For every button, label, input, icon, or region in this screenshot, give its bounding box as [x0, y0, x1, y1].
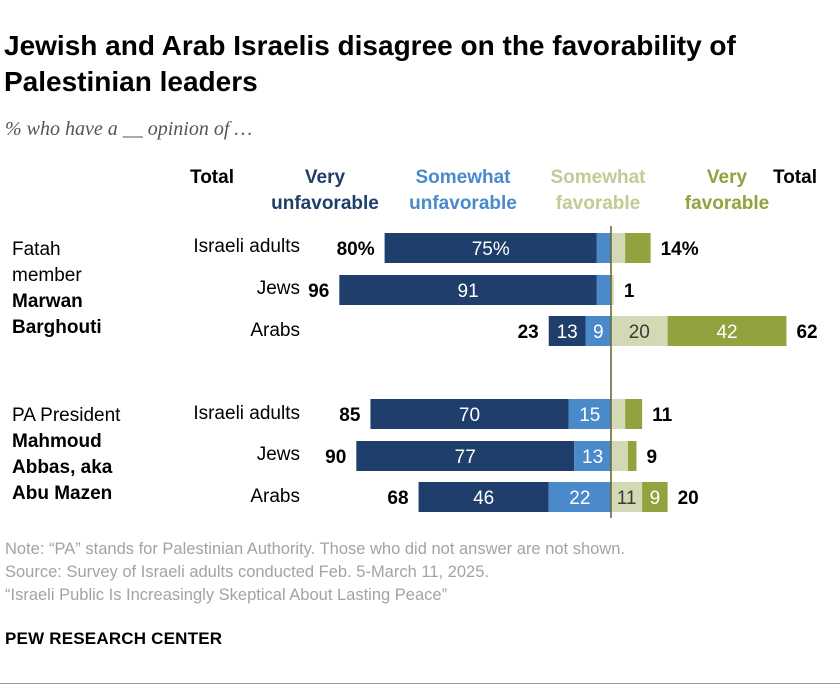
- row-label: Arabs: [250, 320, 300, 341]
- bar-somewhat-unfavorable: [585, 316, 611, 346]
- source-text: Source: Survey of Israeli adults conduct…: [5, 563, 489, 581]
- header-somewhat-favorable-line1: Somewhat: [550, 167, 646, 188]
- total-unfavorable: 96: [308, 281, 329, 302]
- total-unfavorable: 90: [325, 447, 346, 468]
- header-very-favorable: Very favorable: [684, 165, 770, 217]
- bar-somewhat-unfavorable: [596, 233, 611, 263]
- total-unfavorable: 80%: [337, 239, 375, 260]
- bar-somewhat-favorable: [611, 482, 643, 512]
- bar-very-unfavorable: [356, 441, 575, 471]
- total-favorable: 62: [796, 322, 817, 343]
- group-name: Mahmoud Abbas, aka Abu Mazen: [12, 431, 113, 504]
- bar-very-unfavorable: [384, 233, 597, 263]
- group-label-barghouti: Fatah member Marwan Barghouti: [12, 237, 132, 341]
- total-favorable: 14%: [661, 239, 699, 260]
- label-somewhat-unfavorable: 15: [579, 405, 600, 426]
- row-label: Israeli adults: [193, 236, 300, 257]
- label-very-favorable: 42: [716, 322, 737, 343]
- report-text: “Israeli Public Is Increasingly Skeptica…: [5, 586, 448, 604]
- row-label: Jews: [256, 278, 300, 299]
- group-label-abbas: PA President Mahmoud Abbas, aka Abu Maze…: [12, 403, 152, 507]
- header-very-favorable-line1: Very: [706, 167, 748, 188]
- label-somewhat-favorable: 20: [629, 322, 650, 343]
- group-lead: Fatah member: [12, 239, 82, 286]
- bar-very-favorable: [642, 482, 668, 512]
- chart-title: Jewish and Arab Israelis disagree on the…: [4, 30, 736, 97]
- bar-somewhat-favorable: [611, 233, 626, 263]
- row-label: Arabs: [250, 486, 300, 507]
- total-favorable: 11: [652, 405, 673, 426]
- label-very-unfavorable: 46: [473, 488, 494, 509]
- label-somewhat-unfavorable: 22: [569, 488, 590, 509]
- total-favorable: 20: [678, 488, 699, 509]
- chart-subtitle: % who have a __ opinion of …: [5, 118, 253, 140]
- header-somewhat-favorable: Somewhat favorable: [540, 165, 656, 217]
- bar-somewhat-favorable: [611, 441, 628, 471]
- total-unfavorable: 85: [339, 405, 361, 426]
- header-somewhat-unfavorable-line1: Somewhat: [415, 167, 511, 188]
- bar-somewhat-unfavorable: [568, 399, 611, 429]
- label-very-unfavorable: 77: [455, 447, 476, 468]
- chart-plot: 75% 80% 14% 91 96 1 13 9 20 42 23 62 70 15 85 11 77 13 90 9…: [308, 226, 818, 518]
- bar-somewhat-unfavorable: [574, 441, 611, 471]
- bar-very-favorable: [625, 399, 643, 429]
- label-somewhat-favorable: 11: [617, 488, 637, 509]
- bar-somewhat-unfavorable: [596, 275, 611, 305]
- notes: Note: “PA” stands for Palestinian Author…: [5, 538, 625, 607]
- total-favorable: 1: [624, 281, 635, 302]
- header-total-favorable: Total: [773, 167, 817, 188]
- note-text: Note: “PA” stands for Palestinian Author…: [5, 540, 625, 558]
- bottom-divider: [0, 683, 840, 684]
- total-favorable: 9: [646, 447, 657, 468]
- header-somewhat-unfavorable: Somewhat unfavorable: [401, 165, 525, 217]
- header-somewhat-favorable-line2: favorable: [555, 193, 641, 214]
- bar-somewhat-favorable: [611, 275, 614, 305]
- bar-somewhat-favorable: [611, 316, 668, 346]
- pew-logo-text: PEW RESEARCH CENTER: [5, 629, 223, 648]
- label-very-favorable: 9: [650, 488, 661, 509]
- total-unfavorable: 23: [518, 322, 539, 343]
- label-very-unfavorable: 75%: [472, 239, 510, 260]
- bar-very-favorable: [627, 441, 637, 471]
- header-very-unfavorable-line1: Very: [304, 167, 346, 188]
- bar-very-unfavorable: [418, 482, 549, 512]
- bar-very-favorable: [625, 233, 651, 263]
- header-very-unfavorable-line2: unfavorable: [271, 193, 379, 214]
- row-label: Israeli adults: [193, 403, 300, 424]
- bar-very-favorable: [667, 316, 787, 346]
- header-very-favorable-line2: favorable: [684, 193, 770, 214]
- group-name: Marwan Barghouti: [12, 291, 102, 338]
- bar-somewhat-unfavorable: [548, 482, 611, 512]
- label-very-unfavorable: 13: [557, 322, 578, 343]
- bar-very-unfavorable: [339, 275, 597, 305]
- bar-very-unfavorable: [370, 399, 569, 429]
- label-very-unfavorable: 91: [458, 281, 479, 302]
- row-label: Jews: [256, 444, 300, 465]
- bar-somewhat-favorable: [611, 399, 626, 429]
- group-lead: PA President: [12, 405, 121, 426]
- header-total-unfavorable: Total: [190, 167, 234, 188]
- total-unfavorable: 68: [387, 488, 408, 509]
- label-somewhat-unfavorable: 9: [593, 322, 604, 343]
- label-very-unfavorable: 70: [459, 405, 480, 426]
- header-somewhat-unfavorable-line2: unfavorable: [409, 193, 517, 214]
- label-somewhat-unfavorable: 13: [582, 447, 603, 468]
- header-very-unfavorable: Very unfavorable: [262, 165, 388, 217]
- bar-very-unfavorable: [548, 316, 586, 346]
